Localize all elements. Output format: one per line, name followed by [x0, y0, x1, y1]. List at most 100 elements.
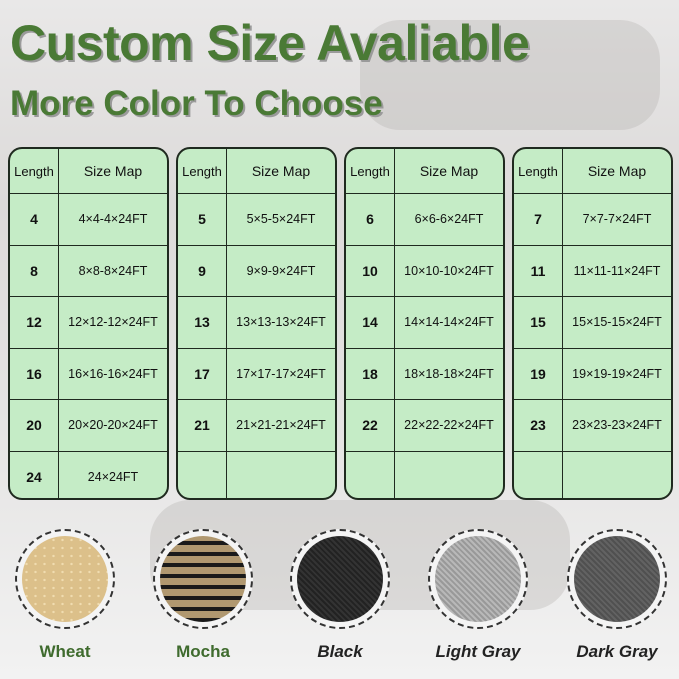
size-cell: 8×8-8×24FT [78, 263, 148, 278]
color-label-light-gray: Light Gray [435, 642, 521, 661]
swatch-mocha[interactable] [153, 529, 253, 629]
table-row: 21 21×21-21×24FT [178, 400, 335, 452]
length-cell: 20 [10, 400, 59, 451]
table-row: 22 22×22-22×24FT [346, 400, 503, 452]
table-row [514, 451, 671, 499]
table-header: Length Size Map [10, 149, 167, 194]
header-length: Length [10, 149, 59, 193]
size-cell: 4×4-4×24FT [78, 212, 148, 227]
length-cell: 19 [514, 348, 563, 399]
length-cell: 9 [178, 245, 227, 296]
table-header: Length Size Map [178, 149, 335, 194]
length-cell: 10 [346, 245, 395, 296]
swatch-wheat[interactable] [15, 529, 115, 629]
length-cell: 8 [10, 245, 59, 296]
table-row: 13 13×13-13×24FT [178, 297, 335, 349]
fabric-sample [22, 536, 108, 622]
size-cell: 14×14-14×24FT [404, 315, 494, 330]
swatch-light-gray[interactable] [428, 529, 528, 629]
table-row: 7 7×7-7×24FT [514, 194, 671, 246]
length-cell [514, 451, 563, 498]
table-row: 5 5×5-5×24FT [178, 194, 335, 246]
table-row: 15 15×15-15×24FT [514, 297, 671, 349]
length-cell: 14 [346, 297, 395, 348]
fabric-sample [297, 536, 383, 622]
size-cell: 21×21-21×24FT [236, 418, 326, 433]
header-length: Length [178, 149, 227, 193]
length-cell: 12 [10, 297, 59, 348]
size-cell: 18×18-18×24FT [404, 366, 494, 381]
page-title: Custom Size Avaliable [10, 15, 530, 71]
size-cell: 5×5-5×24FT [246, 212, 316, 227]
length-cell [346, 451, 395, 498]
header-length: Length [346, 149, 395, 193]
fabric-sample [435, 536, 521, 622]
size-cell: 17×17-17×24FT [236, 366, 326, 381]
size-cell: 6×6-6×24FT [414, 212, 484, 227]
table-row: 8 8×8-8×24FT [10, 245, 167, 297]
table-row: 6 6×6-6×24FT [346, 194, 503, 246]
size-cell: 7×7-7×24FT [582, 212, 652, 227]
length-cell: 15 [514, 297, 563, 348]
length-cell: 4 [10, 194, 59, 245]
color-label-wheat: Wheat [39, 642, 91, 661]
color-label-dark-gray: Dark Gray [576, 642, 658, 661]
length-cell: 7 [514, 194, 563, 245]
table-row: 10 10×10-10×24FT [346, 245, 503, 297]
size-table: Length Size Map 6 6×6-6×24FT 10 10×10-10×24FT… [344, 147, 505, 500]
length-cell: 18 [346, 348, 395, 399]
size-cell: 20×20-20×24FT [68, 418, 158, 433]
size-cell: 9×9-9×24FT [246, 263, 316, 278]
header-size-map: Size Map [251, 163, 311, 179]
length-cell: 16 [10, 348, 59, 399]
size-cell: 23×23-23×24FT [572, 418, 662, 433]
size-cell: 11×11-11×24FT [573, 263, 661, 278]
table-row: 4 4×4-4×24FT [10, 194, 167, 246]
background-machine [360, 20, 660, 130]
table-row: 14 14×14-14×24FT [346, 297, 503, 349]
table-row [178, 451, 335, 499]
size-cell: 15×15-15×24FT [572, 315, 662, 330]
length-cell: 22 [346, 400, 395, 451]
size-cell [563, 452, 671, 499]
size-cell: 12×12-12×24FT [68, 315, 158, 330]
size-cell [395, 452, 503, 499]
table-row: 16 16×16-16×24FT [10, 348, 167, 400]
table-row: 23 23×23-23×24FT [514, 400, 671, 452]
size-cell: 13×13-13×24FT [236, 315, 326, 330]
header-length: Length [514, 149, 563, 193]
size-table: Length Size Map 5 5×5-5×24FT 9 9×9-9×24FT 13 13… [176, 147, 337, 500]
table-row: 18 18×18-18×24FT [346, 348, 503, 400]
header-size-map: Size Map [587, 163, 647, 179]
length-cell: 5 [178, 194, 227, 245]
table-row: 24 24×24FT [10, 451, 167, 498]
length-cell: 11 [514, 245, 563, 296]
length-cell: 17 [178, 348, 227, 399]
table-row: 11 11×11-11×24FT [514, 245, 671, 297]
size-cell: 19×19-19×24FT [572, 366, 662, 381]
size-table: Length Size Map 4 4×4-4×24FT 8 8×8-8×24FT 12 12… [8, 147, 169, 500]
length-cell: 6 [346, 194, 395, 245]
size-cell [227, 452, 335, 499]
length-cell: 23 [514, 400, 563, 451]
color-label-mocha: Mocha [176, 642, 230, 661]
header-size-map: Size Map [419, 163, 479, 179]
size-table: Length Size Map 7 7×7-7×24FT 11 11×11-11×24FT… [512, 147, 673, 500]
size-cell: 16×16-16×24FT [68, 366, 158, 381]
length-cell: 24 [10, 451, 59, 498]
swatch-dark-gray[interactable] [567, 529, 667, 629]
table-header: Length Size Map [346, 149, 503, 194]
color-label-black: Black [317, 642, 363, 661]
header-size-map: Size Map [83, 163, 143, 179]
swatch-black[interactable] [290, 529, 390, 629]
table-row: 20 20×20-20×24FT [10, 400, 167, 452]
page-subtitle: More Color To Choose [10, 84, 383, 123]
fabric-sample [160, 536, 246, 622]
size-cell: 22×22-22×24FT [404, 418, 494, 433]
table-row [346, 451, 503, 499]
size-cell: 10×10-10×24FT [404, 263, 494, 278]
size-cell: 24×24FT [87, 470, 139, 485]
length-cell: 13 [178, 297, 227, 348]
length-cell [178, 451, 227, 498]
table-row: 12 12×12-12×24FT [10, 297, 167, 349]
